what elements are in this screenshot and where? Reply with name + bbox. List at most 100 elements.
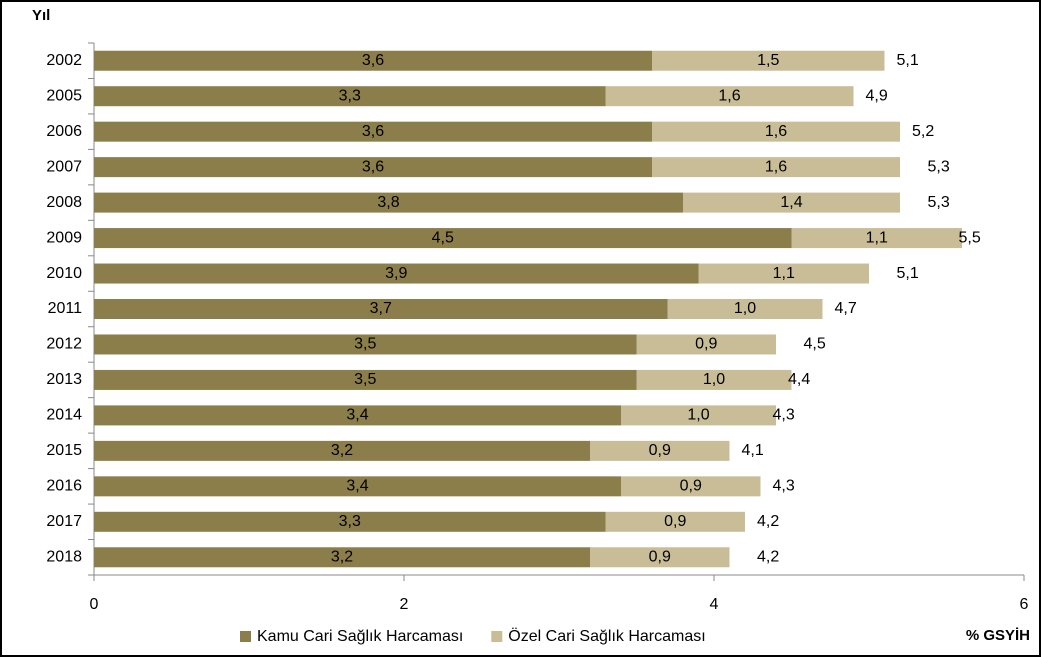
- bar-segment: [791, 228, 962, 249]
- data-label: 3,8: [377, 194, 399, 211]
- legend-swatch: [240, 631, 251, 642]
- y-tick-label: 2011: [48, 300, 83, 317]
- data-label: 0,9: [680, 478, 702, 495]
- data-label: 3,6: [362, 158, 384, 175]
- y-tick-label: 2009: [46, 229, 82, 246]
- bar-segment: [652, 50, 885, 71]
- data-label: 4,5: [432, 229, 454, 246]
- y-tick-label: 2008: [46, 194, 82, 211]
- data-label: 3,7: [370, 300, 392, 317]
- total-label: 5,2: [912, 123, 934, 140]
- data-label: 1,1: [866, 229, 888, 246]
- data-label: 3,2: [331, 442, 353, 459]
- data-label: 0,9: [664, 513, 686, 530]
- total-label: 4,4: [788, 371, 810, 388]
- total-label: 5,1: [897, 52, 919, 69]
- y-tick-label: 2007: [46, 158, 82, 175]
- bar-segment: [667, 299, 823, 319]
- data-label: 3,6: [362, 52, 384, 69]
- total-label: 4,7: [835, 300, 857, 317]
- data-label: 3,5: [354, 336, 376, 353]
- data-label: 1,1: [773, 265, 795, 282]
- bar-segment: [94, 299, 668, 319]
- total-label: 4,3: [773, 407, 795, 424]
- bar-segment: [683, 192, 900, 213]
- x-tick-label: 2: [400, 596, 409, 613]
- data-label: 3,3: [339, 513, 361, 530]
- bar-segment: [652, 157, 900, 178]
- data-label: 1,0: [734, 300, 756, 317]
- total-label: 4,2: [757, 548, 779, 565]
- data-label: 3,9: [385, 265, 407, 282]
- data-label: 0,9: [649, 442, 671, 459]
- bar-segment: [94, 440, 590, 461]
- x-tick-label: 0: [90, 596, 99, 613]
- bar-segment: [94, 121, 652, 142]
- bar-segment: [94, 511, 606, 532]
- bar-segment: [698, 263, 869, 284]
- data-label: 1,6: [765, 123, 787, 140]
- bar-segment: [94, 157, 652, 178]
- bar-segment: [636, 369, 792, 390]
- bar-segment: [605, 86, 854, 107]
- y-tick-label: 2017: [46, 513, 82, 530]
- legend-swatch: [491, 631, 503, 642]
- total-label: 4,9: [866, 87, 888, 104]
- y-tick-label: 2015: [46, 442, 82, 459]
- bar-segment: [94, 334, 637, 355]
- y-tick-label: 2014: [46, 407, 82, 424]
- bar-segment: [94, 192, 683, 213]
- bar-segment: [621, 405, 776, 426]
- y-axis-label: Yıl: [32, 7, 50, 24]
- bar-segment: [94, 263, 699, 284]
- data-label: 3,5: [354, 371, 376, 388]
- x-axis-label: % GSYİH: [966, 627, 1030, 644]
- data-label: 1,4: [780, 194, 802, 211]
- total-label: 4,5: [804, 336, 826, 353]
- bar-segment: [605, 511, 745, 532]
- data-label: 1,5: [757, 52, 779, 69]
- bar-segment: [94, 405, 621, 426]
- y-tick-label: 2016: [46, 478, 82, 495]
- bar-segment: [94, 228, 792, 249]
- y-tick-label: 2005: [46, 87, 82, 104]
- bar-segment: [590, 547, 730, 568]
- data-label: 0,9: [649, 548, 671, 565]
- data-label: 1,0: [703, 371, 725, 388]
- total-label: 5,3: [928, 158, 950, 175]
- data-label: 1,6: [718, 87, 740, 104]
- total-label: 5,5: [959, 229, 981, 246]
- bar-segment: [636, 334, 776, 355]
- bar-segment: [621, 476, 761, 497]
- x-tick-label: 6: [1020, 596, 1029, 613]
- data-label: 3,3: [339, 87, 361, 104]
- data-label: 3,4: [346, 407, 368, 424]
- x-tick-label: 4: [710, 596, 719, 613]
- bar-segment: [94, 86, 606, 107]
- data-label: 1,0: [687, 407, 709, 424]
- y-tick-label: 2002: [46, 52, 82, 69]
- data-label: 0,9: [695, 336, 717, 353]
- bar-segment: [94, 50, 652, 71]
- bar-segment: [94, 476, 621, 497]
- y-tick-label: 2010: [46, 265, 82, 282]
- legend-label: Kamu Cari Sağlık Harcaması: [257, 628, 463, 645]
- data-label: 3,4: [346, 478, 368, 495]
- y-tick-label: 2012: [46, 336, 82, 353]
- bar-segment: [590, 440, 730, 461]
- total-label: 4,1: [742, 442, 764, 459]
- y-tick-label: 2006: [46, 123, 82, 140]
- y-tick-label: 2013: [46, 371, 82, 388]
- total-label: 5,1: [897, 265, 919, 282]
- y-tick-label: 2018: [46, 548, 82, 565]
- total-label: 4,3: [773, 478, 795, 495]
- legend-label: Özel Cari Sağlık Harcaması: [508, 627, 705, 645]
- bar-segment: [652, 121, 900, 142]
- data-label: 3,2: [331, 548, 353, 565]
- total-label: 4,2: [757, 513, 779, 530]
- bar-segment: [94, 369, 637, 390]
- data-label: 1,6: [765, 158, 787, 175]
- data-label: 3,6: [362, 123, 384, 140]
